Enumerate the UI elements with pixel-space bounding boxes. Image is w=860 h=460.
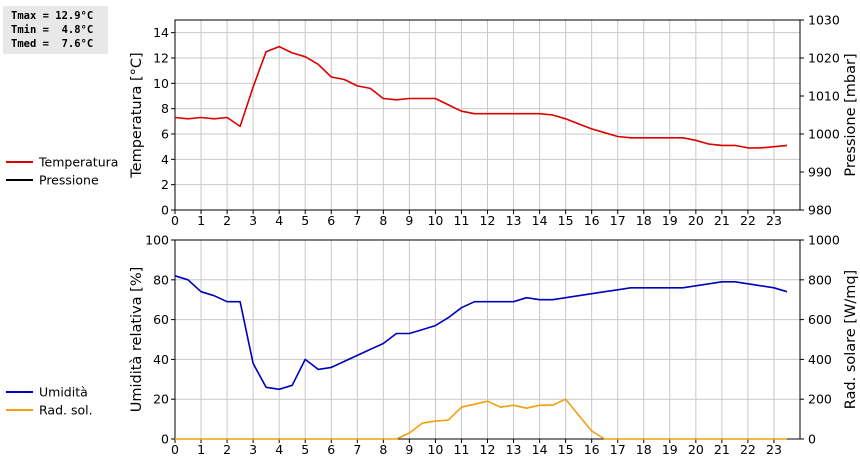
x-tick-label: 8 [379, 213, 387, 228]
x-tick-label: 11 [454, 442, 470, 457]
y-tick-label-right: 1020 [808, 51, 840, 66]
y-tick-label-right: 800 [808, 272, 832, 287]
y-tick-label-left: 12 [153, 51, 169, 66]
x-tick-label: 21 [714, 442, 730, 457]
x-tick-label: 12 [480, 213, 496, 228]
y-tick-label-left: 100 [145, 233, 169, 248]
x-tick-label: 4 [275, 442, 283, 457]
y-tick-label-left: 60 [153, 312, 169, 327]
y-tick-label-left: 80 [153, 272, 169, 287]
stats-box: Tmax = 12.9°C Tmin = 4.8°C Tmed = 7.6°C [3, 6, 108, 54]
x-tick-label: 6 [327, 442, 335, 457]
y-tick-label-left: 10 [153, 76, 169, 91]
x-tick-label: 11 [454, 213, 470, 228]
stat-tmin: Tmin = 4.8°C [11, 24, 94, 36]
y-tick-label-left: 0 [161, 203, 169, 218]
x-tick-label: 10 [427, 442, 443, 457]
x-tick-label: 16 [584, 213, 600, 228]
y-tick-label-right: 0 [808, 432, 816, 447]
x-tick-label: 0 [171, 442, 179, 457]
x-tick-label: 17 [610, 442, 626, 457]
y-tick-label-right: 980 [808, 203, 832, 218]
x-tick-label: 20 [688, 213, 704, 228]
y-tick-label-left: 20 [153, 392, 169, 407]
x-tick-label: 13 [506, 442, 522, 457]
x-tick-label: 15 [558, 442, 574, 457]
series-line-2-1 [174, 275, 788, 391]
x-tick-label: 16 [584, 442, 600, 457]
y-tick-label-left: 8 [161, 101, 169, 116]
y-tick-label-left: 14 [153, 25, 169, 40]
x-tick-label: 1 [197, 442, 205, 457]
x-tick-label: 9 [405, 442, 413, 457]
y-axis-label-right: Pressione [mbar] [843, 53, 859, 176]
chart-panel-2: 0 1 2 3 4 5 6 7 8 9 10 11 12 13 14 15 16 17 18 19 20 21 22 2302… [6, 233, 859, 457]
series-line-1-1 [174, 45, 788, 149]
y-tick-label-right: 990 [808, 165, 832, 180]
x-tick-label: 21 [714, 213, 730, 228]
x-tick-label: 18 [636, 442, 652, 457]
x-tick-label: 3 [249, 213, 257, 228]
x-tick-label: 15 [558, 213, 574, 228]
x-tick-label: 0 [171, 213, 179, 228]
y-tick-label-left: 0 [161, 432, 169, 447]
y-axis-label-left: Temperatura [°C] [129, 52, 145, 178]
x-tick-label: 22 [740, 442, 756, 457]
x-tick-label: 10 [427, 213, 443, 228]
x-tick-label: 5 [301, 213, 309, 228]
x-tick-label: 20 [688, 442, 704, 457]
x-tick-label: 4 [275, 213, 283, 228]
y-axis-label-right: Rad. solare [W/mq] [843, 270, 859, 409]
y-tick-label-right: 1010 [808, 89, 840, 104]
y-tick-label-right: 1000 [808, 233, 840, 248]
legend-label: Pressione [39, 173, 99, 188]
x-tick-label: 12 [480, 442, 496, 457]
x-tick-label: 14 [532, 442, 548, 457]
x-tick-label: 5 [301, 442, 309, 457]
x-tick-label: 9 [405, 213, 413, 228]
x-tick-label: 23 [766, 213, 782, 228]
legend-label: Temperatura [38, 155, 118, 170]
x-tick-label: 19 [662, 442, 678, 457]
stat-tmax: Tmax = 12.9°C [11, 10, 94, 22]
x-tick-label: 13 [506, 213, 522, 228]
x-tick-label: 6 [327, 213, 335, 228]
series-line-2-2 [175, 398, 787, 440]
legend-label: Umidità [39, 385, 88, 400]
y-tick-label-right: 1030 [808, 13, 840, 28]
x-tick-label: 22 [740, 213, 756, 228]
x-tick-label: 7 [353, 213, 361, 228]
y-tick-label-left: 4 [161, 152, 169, 167]
legend-label: Rad. sol. [39, 403, 93, 418]
x-tick-label: 7 [353, 442, 361, 457]
x-tick-label: 14 [532, 213, 548, 228]
x-tick-label: 19 [662, 213, 678, 228]
x-tick-label: 17 [610, 213, 626, 228]
stat-tmed: Tmed = 7.6°C [11, 38, 94, 50]
y-tick-label-right: 600 [808, 312, 832, 327]
y-tick-label-left: 2 [161, 177, 169, 192]
y-tick-label-left: 6 [161, 127, 169, 142]
x-tick-label: 2 [223, 213, 231, 228]
x-tick-label: 2 [223, 442, 231, 457]
y-tick-label-left: 40 [153, 352, 169, 367]
y-tick-label-right: 400 [808, 352, 832, 367]
x-tick-label: 23 [766, 442, 782, 457]
y-tick-label-right: 200 [808, 392, 832, 407]
x-tick-label: 3 [249, 442, 257, 457]
chart-panel-1: 0 1 2 3 4 5 6 7 8 9 10 11 12 13 14 15 16 17 18 19 20 21 22 2302… [6, 13, 859, 228]
x-tick-label: 1 [197, 213, 205, 228]
y-tick-label-right: 1000 [808, 127, 840, 142]
x-tick-label: 18 [636, 213, 652, 228]
y-axis-label-left: Umidità relativa [%] [129, 267, 145, 413]
x-tick-label: 8 [379, 442, 387, 457]
